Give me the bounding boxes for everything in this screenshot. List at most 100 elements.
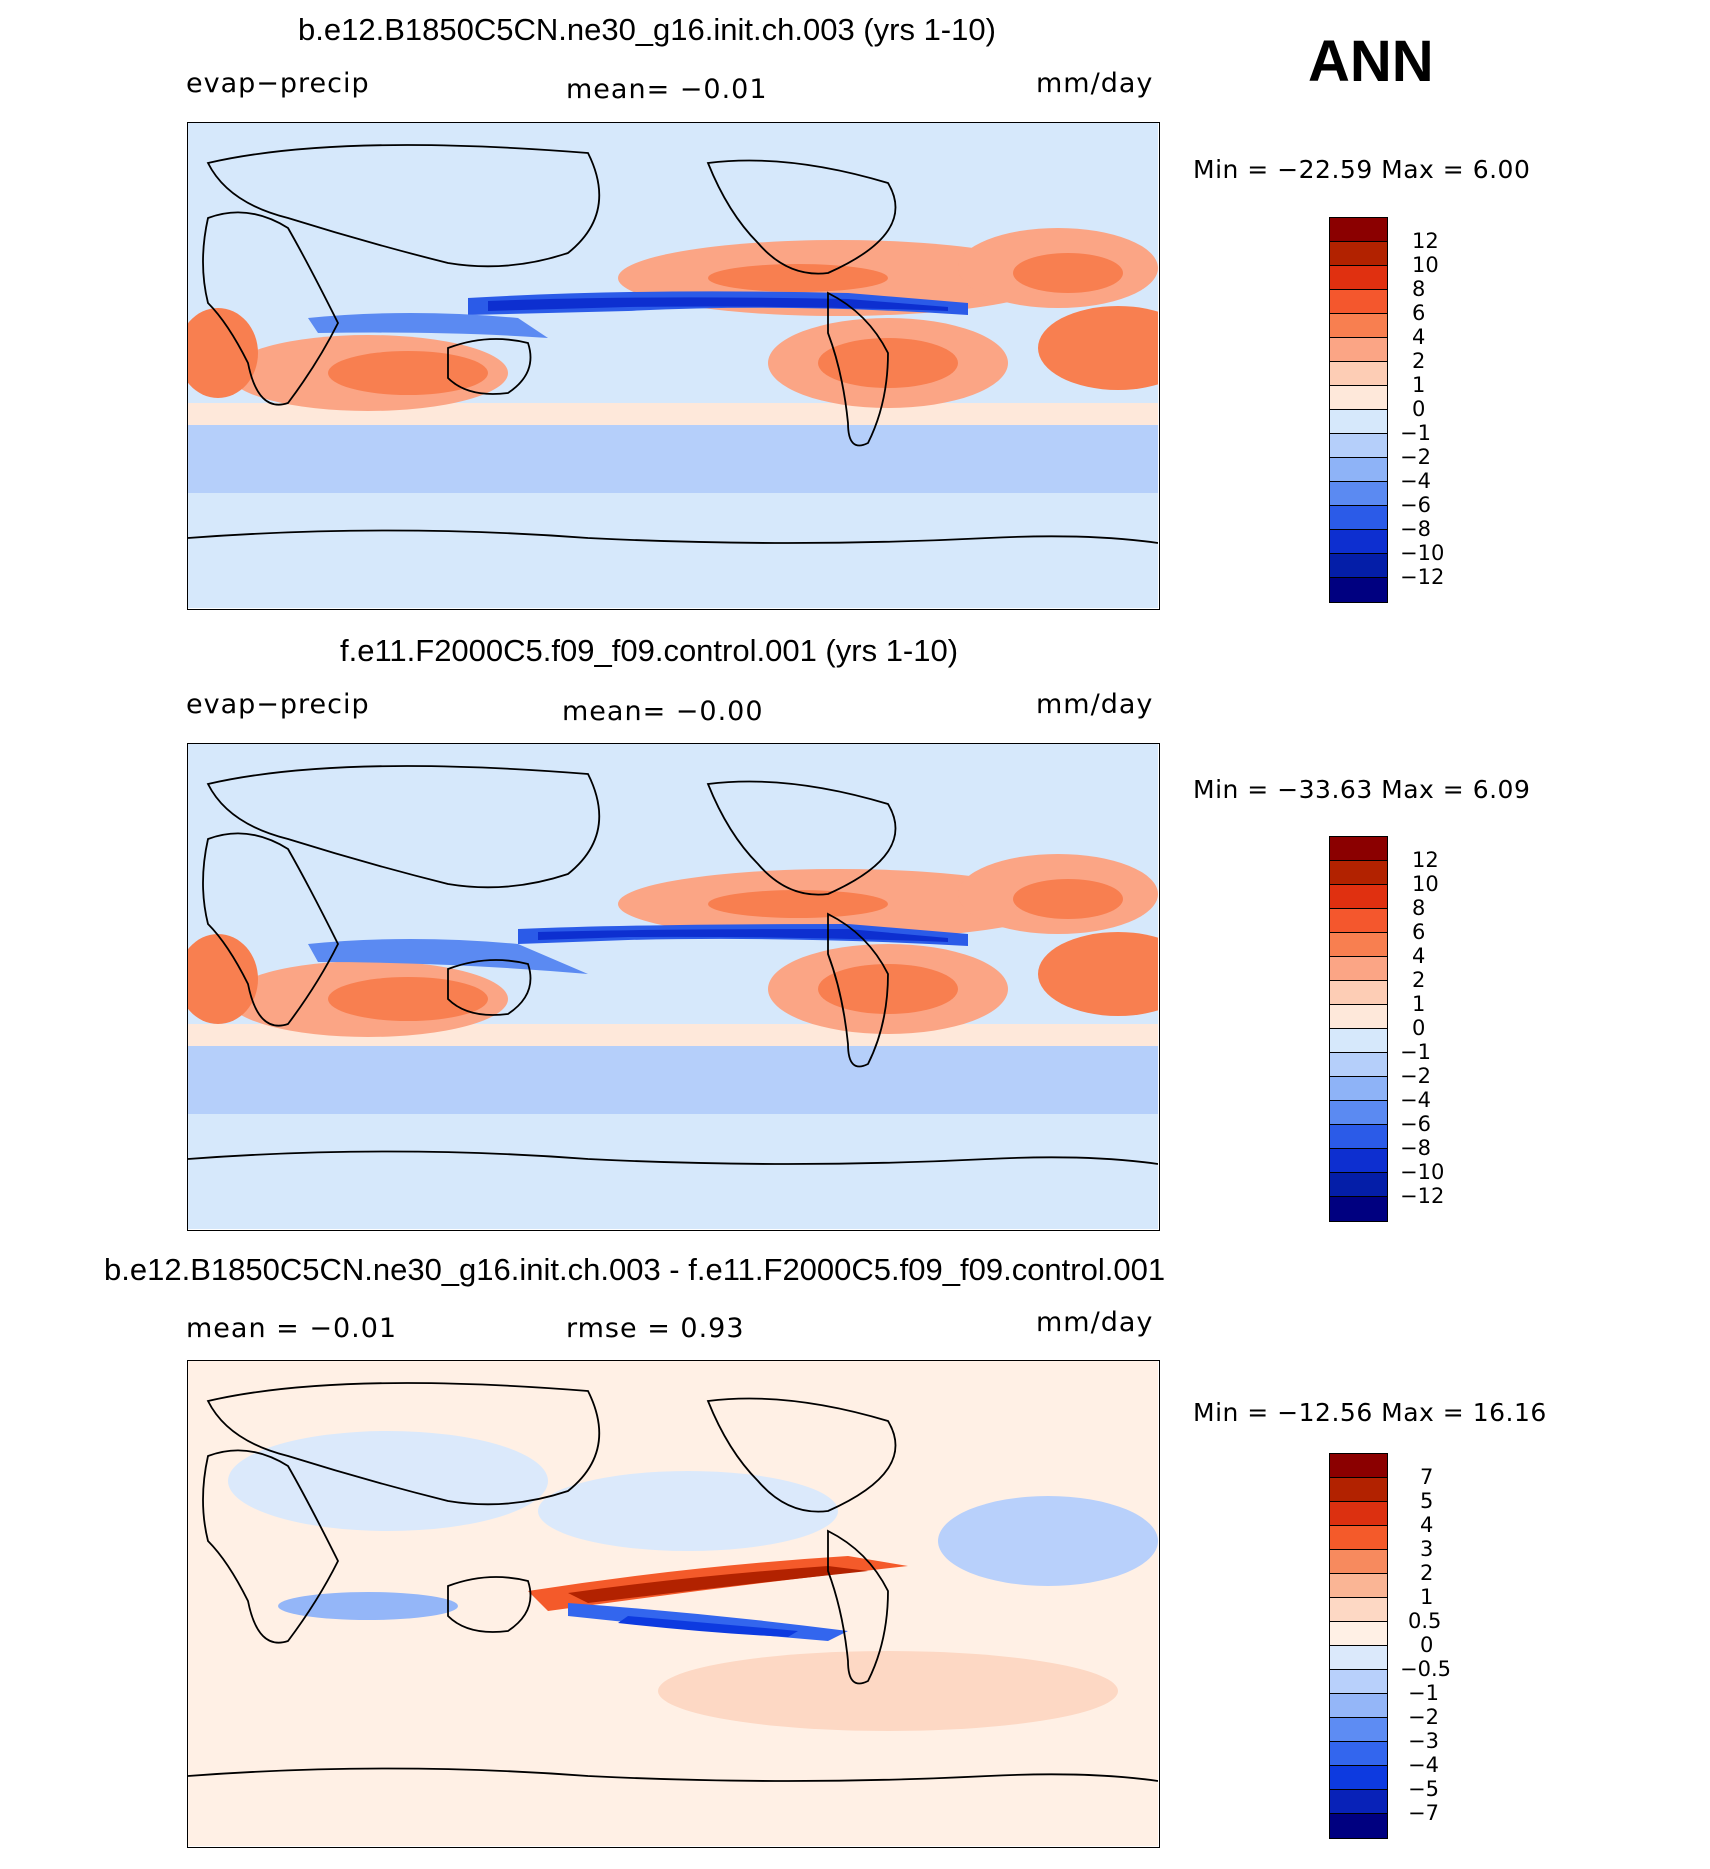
colorbar-swatch xyxy=(1330,578,1387,602)
colorbar-swatch xyxy=(1330,410,1387,434)
indian-convergence xyxy=(308,313,548,338)
colorbar-swatch xyxy=(1330,1101,1387,1125)
panel-3-map-svg xyxy=(188,1361,1158,1846)
colorbar-swatch xyxy=(1330,1694,1387,1718)
colorbar-swatch xyxy=(1330,1053,1387,1077)
panel-1-map-svg xyxy=(188,123,1158,608)
colorbar-swatch xyxy=(1330,1029,1387,1053)
north-america-outline xyxy=(706,1397,897,1513)
colorbar-tick-label: 12 xyxy=(1412,848,1439,872)
colorbar-swatch xyxy=(1330,957,1387,981)
australia-outline xyxy=(447,959,532,1016)
colorbar-swatch xyxy=(1330,1718,1387,1742)
colorbar-tick-label: −5 xyxy=(1408,1777,1439,1801)
colorbar-swatch xyxy=(1330,861,1387,885)
africa-outline xyxy=(202,1449,340,1644)
colorbar-tick-label: −0.5 xyxy=(1400,1657,1451,1681)
colorbar-swatch xyxy=(1330,1550,1387,1574)
spcz-negative-core xyxy=(618,1616,798,1637)
colorbar-swatch xyxy=(1330,1526,1387,1550)
colorbar-tick-label: −2 xyxy=(1400,1064,1431,1088)
colorbar-swatch xyxy=(1330,1454,1387,1478)
colorbar-tick-label: −3 xyxy=(1408,1729,1439,1753)
colorbar-tick-label: −10 xyxy=(1400,541,1445,565)
indian-negative xyxy=(278,1592,458,1620)
colorbar-swatch xyxy=(1330,458,1387,482)
colorbar-swatch xyxy=(1330,981,1387,1005)
coastlines xyxy=(188,1382,1158,1782)
colorbar-swatch xyxy=(1330,1574,1387,1598)
panel-1-mean-label: mean= −0.01 xyxy=(566,74,768,105)
colorbar-tick-label: 5 xyxy=(1420,1489,1434,1513)
colorbar-tick-label: −10 xyxy=(1400,1160,1445,1184)
n-atlantic-core xyxy=(1013,879,1123,919)
colorbar-swatch xyxy=(1330,290,1387,314)
colorbar-swatch xyxy=(1330,1478,1387,1502)
colorbar-swatch xyxy=(1330,1149,1387,1173)
eurasia-outline xyxy=(206,1382,601,1506)
colorbar-tick-label: 4 xyxy=(1412,325,1426,349)
africa-outline xyxy=(202,211,340,406)
colorbar-tick-label: 0 xyxy=(1412,1016,1426,1040)
panel-2-mean-label: mean= −0.00 xyxy=(562,696,764,727)
colorbar-tick-label: −6 xyxy=(1400,493,1431,517)
south-america-outline xyxy=(827,291,889,447)
colorbar-swatch xyxy=(1330,314,1387,338)
s-atlantic-high xyxy=(1038,932,1158,1016)
colorbar-swatch xyxy=(1330,933,1387,957)
colorbar-tick-label: 4 xyxy=(1412,944,1426,968)
panel-2-map-svg xyxy=(188,744,1158,1229)
colorbar-swatch xyxy=(1330,386,1387,410)
colorbar-tick-label: 1 xyxy=(1412,373,1426,397)
colorbar-tick-label: −6 xyxy=(1400,1112,1431,1136)
colorbar-swatch xyxy=(1330,1173,1387,1197)
colorbar-tick-label: −1 xyxy=(1400,1040,1431,1064)
colorbar-tick-label: 6 xyxy=(1412,920,1426,944)
colorbar-tick-label: 2 xyxy=(1412,349,1426,373)
colorbar-tick-label: 10 xyxy=(1412,872,1439,896)
colorbar-tick-label: 10 xyxy=(1412,253,1439,277)
panel-2-title: f.e11.F2000C5.f09_f09.control.001 (yrs 1… xyxy=(340,633,959,668)
colorbar-swatch xyxy=(1330,909,1387,933)
panel-2-map xyxy=(187,743,1160,1231)
australia-outline xyxy=(447,338,532,395)
colorbar-swatch xyxy=(1330,338,1387,362)
north-america-outline xyxy=(706,780,897,896)
colorbar-swatch xyxy=(1330,482,1387,506)
colorbar-swatch xyxy=(1330,242,1387,266)
southern-ocean-band xyxy=(188,1044,1158,1114)
colorbar-swatch xyxy=(1330,1670,1387,1694)
panel-2-minmax: Min = −33.63 Max = 6.09 xyxy=(1193,775,1531,804)
colorbar-swatch xyxy=(1330,362,1387,386)
panel-1-minmax: Min = −22.59 Max = 6.00 xyxy=(1193,155,1531,184)
north-america-outline xyxy=(706,159,897,275)
colorbar-swatch xyxy=(1330,1646,1387,1670)
panel-3-rmse-label: rmse = 0.93 xyxy=(566,1313,745,1344)
colorbar-tick-label: 8 xyxy=(1412,277,1426,301)
colorbar-tick-label: −1 xyxy=(1408,1681,1439,1705)
colorbar-tick-label: −4 xyxy=(1400,1088,1431,1112)
colorbar-tick-label: 1 xyxy=(1420,1585,1434,1609)
colorbar-tick-label: −8 xyxy=(1400,517,1431,541)
colorbar-swatch xyxy=(1330,554,1387,578)
colorbar-swatch xyxy=(1330,266,1387,290)
australia-outline xyxy=(447,1576,532,1633)
panel-2-units-label: mm/day xyxy=(1036,689,1154,720)
panel-1-colorbar xyxy=(1329,217,1388,603)
colorbar-tick-label: 3 xyxy=(1420,1537,1434,1561)
africa-west-positive xyxy=(188,308,258,398)
colorbar-swatch xyxy=(1330,506,1387,530)
colorbar-tick-label: −4 xyxy=(1408,1753,1439,1777)
panel-3-minmax: Min = −12.56 Max = 16.16 xyxy=(1193,1398,1547,1427)
season-label: ANN xyxy=(1308,29,1434,94)
colorbar-swatch xyxy=(1330,1622,1387,1646)
colorbar-swatch xyxy=(1330,1598,1387,1622)
panel-3-units-label: mm/day xyxy=(1036,1307,1154,1338)
n-pacific-core xyxy=(708,264,888,292)
coastlines xyxy=(188,765,1158,1165)
colorbar-swatch xyxy=(1330,1814,1387,1838)
panel-1-map xyxy=(187,122,1160,610)
colorbar-swatch xyxy=(1330,1125,1387,1149)
panel-2-colorbar xyxy=(1329,836,1388,1222)
diff-positive-region xyxy=(658,1651,1118,1731)
